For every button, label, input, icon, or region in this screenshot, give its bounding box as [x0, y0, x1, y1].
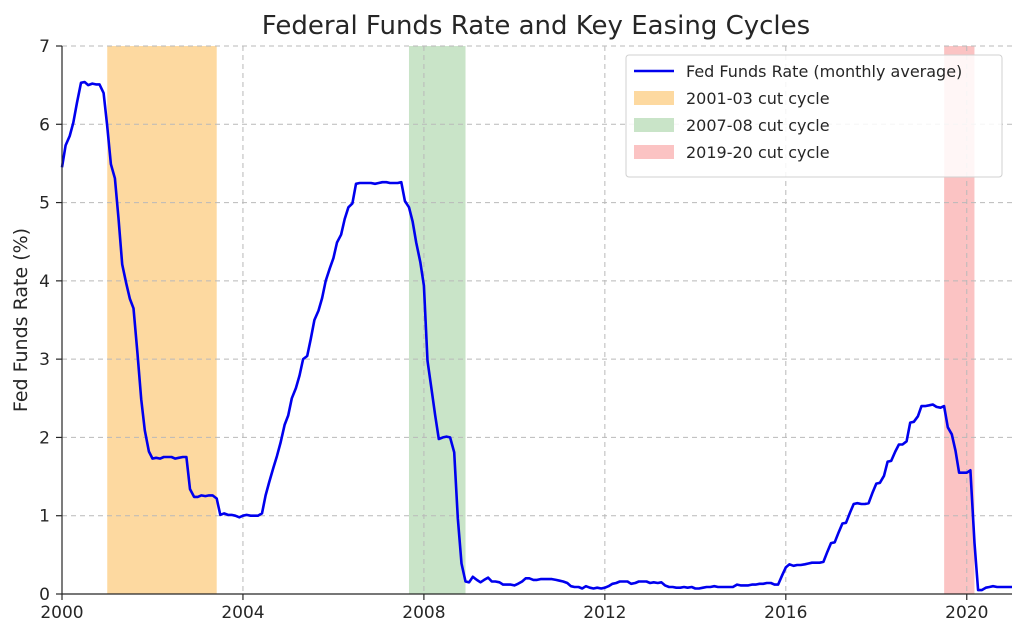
legend-swatch [634, 91, 674, 105]
y-tick-label: 1 [39, 507, 50, 527]
y-tick-label: 6 [39, 115, 50, 135]
legend-box [625, 54, 1003, 178]
x-tick-label: 2012 [583, 603, 626, 623]
x-tick-label: 2020 [945, 603, 988, 623]
axes: 0 1 2 3 4 5 6 7 2000 2004 2008 2012 2016 2020 [39, 37, 1012, 623]
chart-title: Federal Funds Rate and Key Easing Cycles [262, 11, 810, 41]
legend-label: Fed Funds Rate (monthly average) [686, 62, 962, 81]
shaded-regions [107, 46, 975, 594]
y-tick-label: 3 [39, 350, 50, 370]
y-tick-label: 4 [39, 272, 50, 292]
x-tick-label: 2016 [764, 603, 807, 623]
y-tick-label: 2 [39, 428, 50, 448]
legend-swatch [634, 118, 674, 132]
legend-swatch [634, 145, 674, 159]
y-tick-label: 0 [39, 585, 50, 605]
series-layer [60, 80, 1012, 592]
legend-label: 2019-20 cut cycle [686, 143, 830, 162]
y-axis-label: Fed Funds Rate (%) [10, 228, 32, 412]
legend-label: 2007-08 cut cycle [686, 116, 830, 135]
series-line [60, 80, 1012, 592]
x-tick-label: 2004 [221, 603, 264, 623]
legend: Fed Funds Rate (monthly average) 2001-03 … [625, 54, 1003, 178]
y-tick-label: 5 [39, 194, 50, 214]
shaded-region [107, 46, 217, 594]
x-tick-label: 2000 [40, 603, 83, 623]
y-tick-label: 7 [39, 37, 50, 57]
legend-label: 2001-03 cut cycle [686, 89, 830, 108]
x-tick-label: 2008 [402, 603, 445, 623]
